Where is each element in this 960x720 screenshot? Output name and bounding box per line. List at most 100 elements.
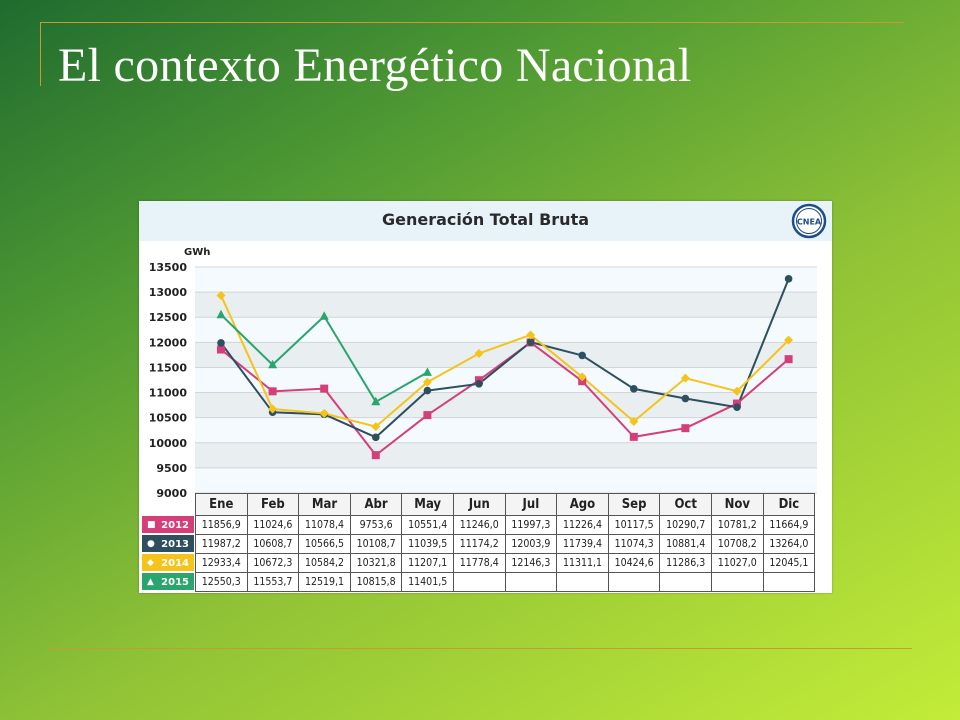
table-header-sep: Sep — [607, 493, 661, 516]
table-cell: 11664,9 — [762, 515, 816, 535]
series-row-label-2013: ● 2013 — [141, 534, 195, 553]
series-name: 2015 — [161, 577, 189, 588]
data-point-2014 — [474, 348, 484, 358]
series-marker-icon-diamond: ◆ — [147, 558, 154, 568]
grid-band — [195, 292, 817, 318]
table-cell: 10117,5 — [607, 515, 661, 535]
grid-layer — [195, 266, 817, 494]
chart-title: Generación Total Bruta — [381, 210, 590, 229]
table-cell: 9753,6 — [349, 515, 403, 535]
y-tick-label: 10000 — [149, 437, 188, 450]
table-cell: 12933,4 — [195, 553, 248, 573]
table-cell: 10781,2 — [711, 515, 764, 535]
data-point-2015 — [422, 367, 432, 376]
table-cell: 13264,0 — [762, 534, 816, 554]
series-row-label-2012: ■ 2012 — [141, 515, 195, 534]
data-point-2015 — [319, 311, 329, 320]
table-header-jun: Jun — [453, 493, 506, 516]
y-tick-label: 9500 — [156, 462, 187, 475]
data-point-2012 — [681, 424, 690, 433]
table-cell: 11039,5 — [401, 534, 454, 554]
data-point-2013 — [372, 433, 380, 442]
table-cell — [659, 572, 712, 592]
chart-panel: Generación Total Bruta CNEA GWh 13500 130… — [139, 201, 832, 593]
table-cell: 10815,8 — [349, 572, 403, 592]
data-point-2012 — [784, 355, 793, 364]
table-cell: 11226,4 — [556, 515, 609, 535]
grid-band — [195, 342, 817, 368]
table-cell: 10881,4 — [659, 534, 712, 554]
table-header-ene: Ene — [195, 493, 248, 516]
table-cell: 11856,9 — [195, 515, 248, 535]
data-point-2012 — [423, 411, 432, 420]
data-point-2015 — [268, 359, 278, 369]
table-cell: 12146,3 — [504, 553, 558, 573]
data-point-2014 — [371, 422, 381, 432]
series-marker-icon-triangle: ▲ — [147, 577, 154, 587]
data-point-2013 — [217, 339, 225, 347]
series-marker-icon-square: ■ — [147, 520, 156, 530]
table-cell: 10608,7 — [246, 534, 300, 554]
table-header-may: May — [401, 493, 454, 516]
data-point-2015 — [216, 309, 226, 319]
series-line-2013 — [220, 278, 790, 439]
table-cell: 10424,6 — [607, 553, 661, 573]
line-chart: GWh 135001300012500120001150011000105001… — [149, 247, 817, 499]
data-point-2012 — [371, 451, 380, 460]
series-row-label-2015: ▲ 2015 — [141, 572, 195, 591]
data-point-2014 — [319, 408, 329, 418]
table-cell: 11401,5 — [401, 572, 454, 592]
table-cell: 10672,3 — [246, 553, 300, 573]
series-lines — [220, 278, 790, 457]
data-point-2013 — [681, 394, 690, 403]
series-markers — [216, 275, 794, 460]
series-marker-icon-circle: ● — [147, 539, 155, 549]
data-point-2014 — [268, 404, 278, 414]
data-point-2014 — [732, 386, 742, 396]
data-point-2013 — [526, 338, 535, 346]
data-point-2015 — [371, 396, 381, 406]
series-row-label-2014: ◆ 2014 — [141, 553, 195, 572]
data-point-2012 — [217, 345, 225, 354]
table-cell: 11078,4 — [298, 515, 351, 535]
table-cell: 12003,9 — [504, 534, 558, 554]
y-tick-label: 9000 — [156, 487, 187, 499]
y-tick-label: 11500 — [149, 361, 188, 374]
series-line-2014 — [220, 295, 790, 428]
data-point-2014 — [526, 330, 536, 340]
table-cell: 11778,4 — [453, 553, 506, 573]
table-cell: 11739,4 — [556, 534, 609, 554]
data-point-2014 — [577, 372, 587, 382]
table-header-abr: Abr — [349, 493, 403, 516]
data-point-2014 — [680, 373, 690, 383]
table-cell — [556, 572, 609, 592]
table-cell: 10708,2 — [711, 534, 764, 554]
data-point-2012 — [320, 384, 329, 393]
grid-band — [195, 442, 817, 468]
table-cell — [504, 572, 558, 592]
data-point-2014 — [784, 335, 794, 345]
table-cell: 11311,1 — [556, 553, 609, 573]
y-tick-label: 11000 — [149, 387, 188, 400]
chart-header: Generación Total Bruta CNEA — [139, 201, 832, 241]
data-point-2014 — [422, 377, 432, 387]
y-tick-label: 12500 — [149, 311, 188, 324]
table-header-jul: Jul — [504, 493, 558, 516]
y-tick-label: 13000 — [149, 286, 188, 299]
table-cell — [711, 572, 764, 592]
data-point-2013 — [733, 403, 741, 412]
table-header-ago: Ago — [556, 493, 609, 516]
data-point-2012 — [629, 432, 638, 441]
data-point-2013 — [630, 385, 638, 393]
cnea-logo-icon: CNEA — [791, 203, 827, 239]
table-header-feb: Feb — [246, 493, 300, 516]
data-point-2012 — [268, 387, 277, 396]
table-cell: 10290,7 — [659, 515, 712, 535]
table-header-mar: Mar — [298, 493, 351, 516]
table-cell: 10566,5 — [298, 534, 351, 554]
table-cell: 11174,2 — [453, 534, 506, 554]
table-header-nov: Nov — [711, 493, 764, 516]
series-line-2012 — [220, 341, 790, 457]
y-tick-label: 10500 — [149, 412, 188, 425]
series-name: 2014 — [161, 558, 189, 569]
